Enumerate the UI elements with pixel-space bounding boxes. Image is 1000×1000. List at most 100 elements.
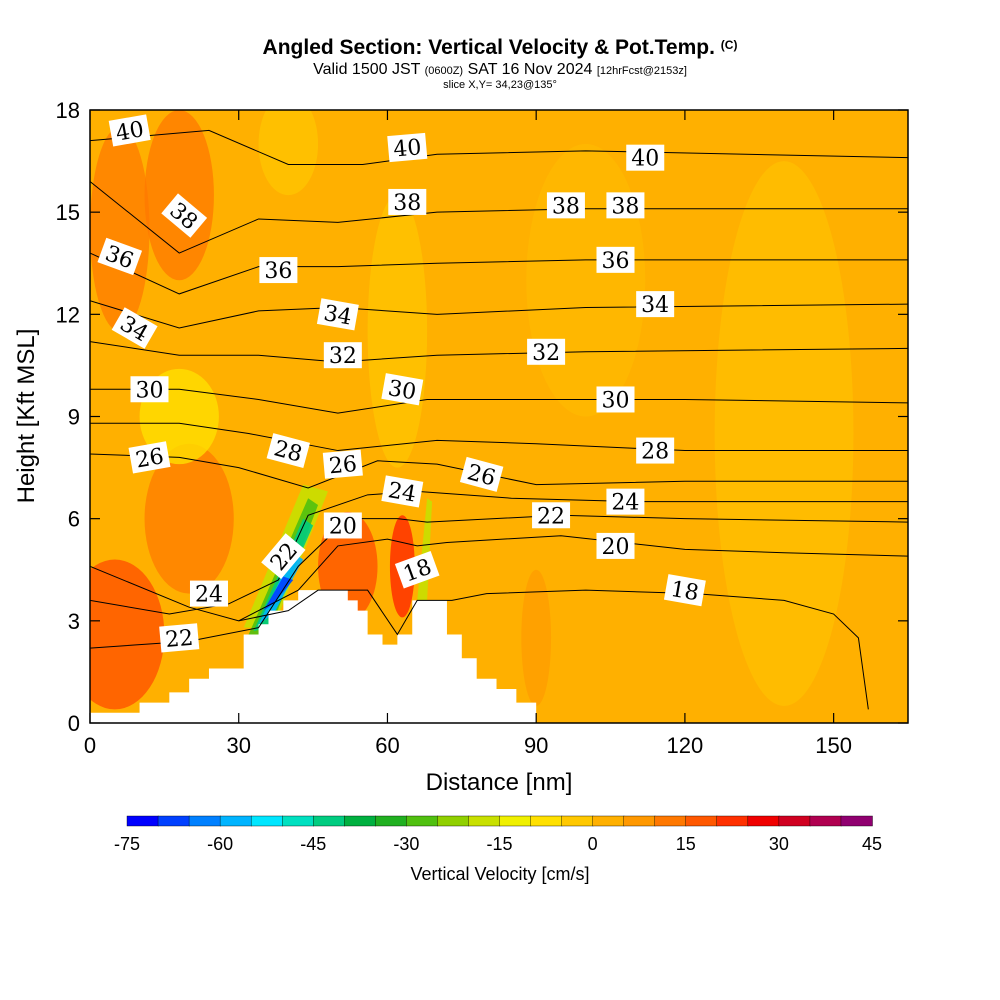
velocity-cell bbox=[90, 127, 150, 332]
contour-label-36: 36 bbox=[97, 237, 143, 276]
contour-label-box bbox=[596, 246, 635, 273]
chart-title: Angled Section: Vertical Velocity & Pot.… bbox=[262, 36, 738, 59]
contour-label-box bbox=[381, 475, 424, 508]
contour-label-text: 24 bbox=[386, 478, 418, 507]
y-tick-label: 15 bbox=[56, 200, 80, 225]
colorbar-swatch bbox=[747, 815, 780, 827]
contour-label-text: 22 bbox=[537, 504, 565, 529]
contour-label-38: 38 bbox=[546, 192, 585, 219]
contour-label-36: 36 bbox=[259, 257, 298, 284]
contour-label-box bbox=[388, 188, 427, 215]
contour-label-box bbox=[606, 192, 645, 219]
colorbar-swatch bbox=[250, 815, 283, 827]
colorbar-swatch bbox=[654, 815, 687, 827]
contour-label-text: 18 bbox=[669, 577, 701, 606]
contour-label-text: 26 bbox=[134, 444, 166, 473]
contour-label-text: 26 bbox=[328, 452, 358, 479]
theta-contour-26 bbox=[90, 453, 908, 489]
contour-label-box bbox=[546, 192, 585, 219]
x-tick-label: 0 bbox=[84, 733, 96, 758]
contour-label-30: 30 bbox=[130, 376, 169, 403]
contour-label-box bbox=[527, 338, 566, 365]
theta-contour-20 bbox=[238, 535, 908, 622]
contour-label-box bbox=[323, 512, 362, 539]
colorbar: -75 -60 -45 -30 -15 0 15 30 45 bbox=[114, 815, 882, 854]
contour-label-text: 36 bbox=[602, 249, 630, 274]
contour-label-text: 30 bbox=[135, 378, 163, 403]
colorbar-swatch bbox=[499, 815, 532, 827]
contour-label-box bbox=[111, 307, 158, 349]
colorbar-tick-label: -15 bbox=[486, 834, 512, 854]
contour-label-24: 24 bbox=[189, 580, 228, 608]
velocity-cell bbox=[144, 443, 234, 594]
contour-label-box bbox=[596, 386, 635, 413]
contour-label-26: 26 bbox=[322, 449, 363, 479]
contour-label-26: 26 bbox=[128, 441, 171, 474]
colorbar-swatch bbox=[344, 815, 377, 827]
x-tick-label: 30 bbox=[226, 733, 250, 758]
contour-label-box bbox=[189, 580, 228, 607]
contour-label-text: 32 bbox=[532, 341, 560, 366]
y-tick-label: 0 bbox=[68, 711, 80, 736]
colorbar-swatch bbox=[188, 815, 221, 827]
contour-label-box bbox=[159, 623, 200, 653]
contour-label-34: 34 bbox=[636, 291, 675, 318]
colorbar-tick-label: 45 bbox=[862, 834, 882, 854]
contour-label-text: 20 bbox=[602, 535, 630, 560]
contour-label-text: 34 bbox=[322, 301, 354, 330]
velocity-cell bbox=[367, 195, 428, 468]
slice-info: slice X,Y= 34,23@135° bbox=[443, 79, 557, 91]
contour-label-38: 38 bbox=[606, 192, 645, 219]
colorbar-swatch bbox=[623, 815, 656, 827]
contour-label-text: 32 bbox=[329, 344, 357, 369]
contour-label-text: 30 bbox=[602, 388, 630, 413]
colorbar-swatch bbox=[126, 815, 159, 827]
contour-label-text: 40 bbox=[114, 117, 146, 146]
contour-label-box bbox=[381, 373, 424, 406]
y-tick-label: 12 bbox=[56, 302, 80, 327]
x-tick-label: 120 bbox=[667, 733, 704, 758]
contour-label-22: 22 bbox=[532, 502, 571, 529]
contour-label-box bbox=[626, 144, 665, 171]
valid-date: SAT 16 Nov 2024 bbox=[467, 61, 593, 78]
y-tick-label: 3 bbox=[68, 609, 80, 634]
contour-label-box bbox=[266, 433, 311, 469]
y-tick-label: 18 bbox=[56, 98, 80, 123]
colorbar-swatch bbox=[778, 815, 811, 827]
contour-label-text: 36 bbox=[264, 259, 292, 284]
contour-label-18: 18 bbox=[394, 551, 440, 589]
theta-contour-18 bbox=[90, 565, 869, 710]
contour-label-text: 38 bbox=[611, 194, 639, 219]
contour-label-36: 36 bbox=[596, 246, 635, 274]
contour-label-text: 38 bbox=[393, 191, 421, 216]
contour-label-24: 24 bbox=[381, 475, 424, 508]
colorbar-tick-label: 30 bbox=[769, 834, 789, 854]
contour-label-box bbox=[128, 441, 171, 474]
contour-label-box bbox=[394, 551, 440, 589]
colorbar-tick-label: -75 bbox=[114, 834, 140, 854]
x-tick-label: 60 bbox=[375, 733, 399, 758]
contour-label-box bbox=[323, 342, 362, 369]
colorbar-tick-label: 0 bbox=[588, 834, 598, 854]
contour-label-32: 32 bbox=[527, 338, 566, 366]
colorbar-swatch bbox=[406, 815, 439, 827]
contour-label-32: 32 bbox=[323, 342, 362, 369]
contour-label-18: 18 bbox=[663, 574, 706, 607]
contour-label-34: 34 bbox=[316, 298, 359, 331]
colorbar-swatch bbox=[561, 815, 594, 827]
contour-label-box bbox=[108, 114, 151, 147]
colorbar-swatch bbox=[437, 815, 470, 827]
contour-label-text: 30 bbox=[386, 376, 418, 405]
contour-label-40: 40 bbox=[626, 144, 665, 172]
contour-label-box bbox=[663, 574, 706, 607]
copyright-mark: (C) bbox=[720, 38, 738, 52]
contour-label-text: 24 bbox=[611, 491, 639, 516]
contour-label-box bbox=[387, 132, 428, 163]
terrain-profile bbox=[90, 590, 537, 723]
contour-label-text: 24 bbox=[195, 583, 223, 608]
velocity-cell bbox=[258, 110, 319, 196]
colorbar-swatch bbox=[282, 815, 314, 827]
contour-label-28: 28 bbox=[636, 437, 675, 465]
